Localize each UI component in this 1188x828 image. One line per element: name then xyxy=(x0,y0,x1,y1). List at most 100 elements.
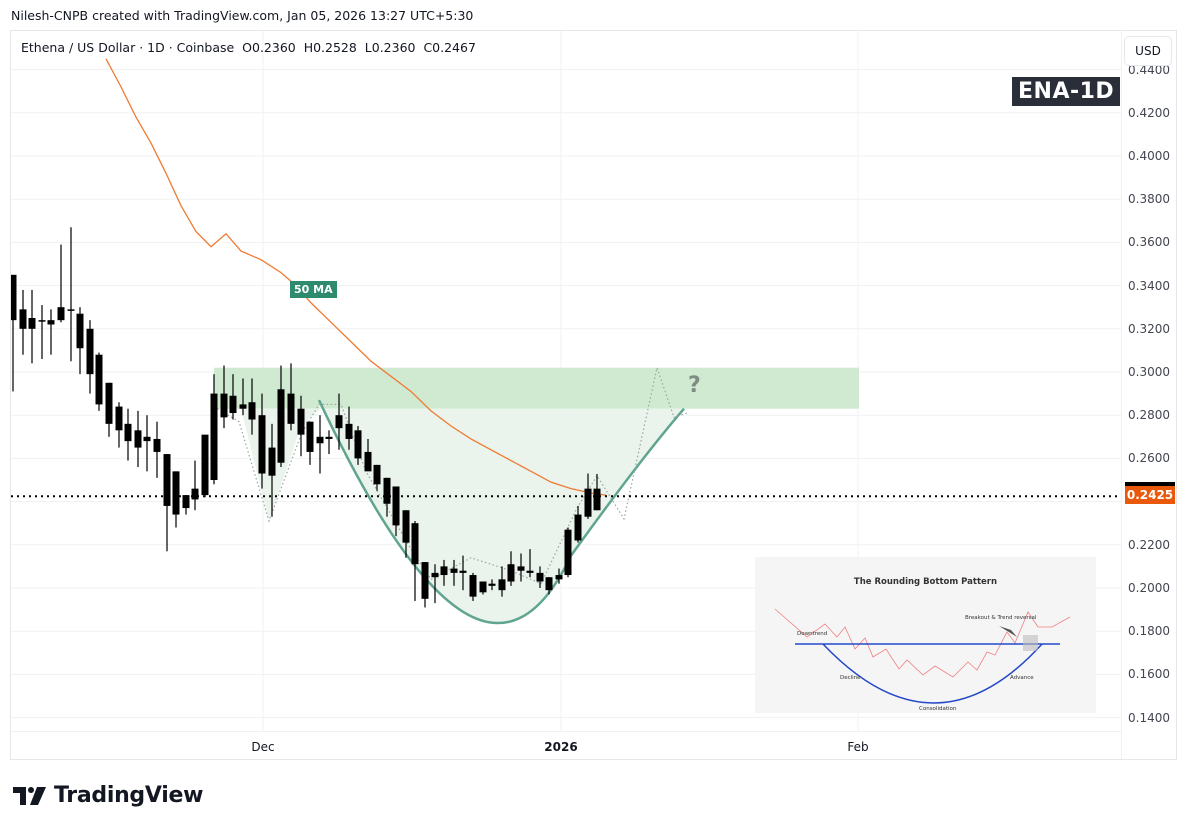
currency-button[interactable]: USD xyxy=(1124,36,1172,66)
candle-body xyxy=(95,354,103,405)
candle-body xyxy=(421,562,429,599)
inset-label-downtrend: Downtrend xyxy=(797,631,828,637)
chart-canvas xyxy=(11,31,1121,731)
candle-body xyxy=(325,436,333,439)
candle-body xyxy=(354,430,362,459)
ohlc-low: L0.2360 xyxy=(364,40,416,55)
price-axis[interactable]: 0.4400 0.4200 0.4000 0.3800 0.3600 0.3400 0.32… xyxy=(1121,31,1178,759)
candle-body xyxy=(345,423,353,439)
candle-body xyxy=(507,564,515,582)
cup-line xyxy=(317,399,685,625)
inset-label-breakout: Breakout & Trend reversal xyxy=(965,615,1037,621)
inset-title: The Rounding Bottom Pattern xyxy=(853,577,998,587)
ohlc-close: C0.2467 xyxy=(423,40,476,55)
candle-body xyxy=(124,423,132,442)
candle-body xyxy=(440,566,448,576)
candle-body xyxy=(335,415,343,429)
price-tick-label: 0.2200 xyxy=(1128,537,1170,552)
price-tick-label: 0.3000 xyxy=(1128,365,1170,379)
time-tick-label: Dec xyxy=(251,740,275,754)
candle-body xyxy=(564,529,572,576)
candle-body xyxy=(364,451,372,472)
tradingview-logo[interactable]: TradingView xyxy=(13,783,203,808)
candle-body xyxy=(115,406,123,431)
candle-body xyxy=(584,488,592,517)
candle-body xyxy=(459,570,467,573)
question-mark-annotation: ? xyxy=(688,373,701,398)
rounding-bottom-inset: The Rounding Bottom Pattern Downtrend De… xyxy=(755,557,1096,713)
candle-body xyxy=(47,320,55,325)
price-tick-label: 0.2800 xyxy=(1128,408,1170,423)
price-tick-label: 0.1600 xyxy=(1128,667,1170,682)
cup-fill xyxy=(319,400,684,624)
candle-body xyxy=(38,320,46,322)
price-tick-label: 0.1800 xyxy=(1128,624,1170,639)
price-tick-label: 0.3200 xyxy=(1128,321,1170,336)
resistance-zone xyxy=(214,367,859,409)
candle-body xyxy=(19,309,27,329)
candle-body xyxy=(220,393,228,418)
chart-container: Ethena / US Dollar · 1D · Coinbase O0.23… xyxy=(10,30,1177,760)
symbol-legend: Ethena / US Dollar · 1D · Coinbase O0.23… xyxy=(21,40,476,55)
candle-body xyxy=(287,393,295,424)
candle-body xyxy=(411,523,419,565)
candle-body xyxy=(86,328,94,375)
symbol-name: Ethena / US Dollar · 1D · Coinbase xyxy=(21,40,235,55)
candle-body xyxy=(402,510,410,543)
candle-body xyxy=(76,313,84,349)
candle-body xyxy=(593,488,601,511)
candle-body xyxy=(258,415,266,474)
candle-body xyxy=(392,486,400,526)
price-tick-label: 0.2600 xyxy=(1128,451,1170,466)
candle-body xyxy=(105,382,113,424)
candle-body xyxy=(182,495,190,509)
candle-body xyxy=(488,583,496,586)
ticker-badge: ENA-1D xyxy=(1012,77,1121,106)
candle-body xyxy=(469,575,477,597)
candle-body xyxy=(172,471,180,515)
ohlc-open: O0.2360 xyxy=(242,40,296,55)
candle-body xyxy=(277,389,285,463)
price-tick-label: 0.3600 xyxy=(1128,235,1170,250)
current-price-tag: 0.2425 xyxy=(1125,482,1175,504)
inset-diagram xyxy=(774,608,1071,704)
candle-body xyxy=(555,575,563,580)
time-axis[interactable]: Dec 2026 Feb xyxy=(11,731,1121,760)
candle-body xyxy=(517,566,525,571)
candle-body xyxy=(498,579,506,591)
candle-body xyxy=(210,393,218,480)
candle-body xyxy=(574,514,582,541)
price-tick-label: 0.4000 xyxy=(1128,149,1170,163)
candle-body xyxy=(153,438,161,452)
inset-label-advance: Advance xyxy=(1010,675,1034,681)
candle-body xyxy=(57,307,65,321)
candle-body xyxy=(239,404,247,409)
chart-credit: Nilesh-CNPB created with TradingView.com… xyxy=(11,8,474,23)
candle-body xyxy=(383,477,391,504)
time-tick-label: Feb xyxy=(847,740,869,754)
price-tick-label: 0.4200 xyxy=(1128,105,1170,120)
candle-body xyxy=(134,430,142,448)
candle-body xyxy=(316,436,324,444)
ma-label: 50 MA xyxy=(290,281,337,298)
price-tick-label: 0.4400 xyxy=(1128,62,1170,77)
candle-body xyxy=(143,436,151,442)
tradingview-logo-icon xyxy=(13,786,46,805)
candle-body xyxy=(229,395,237,414)
candle-body xyxy=(163,454,171,506)
candle-body xyxy=(201,434,209,496)
candle-body xyxy=(450,568,458,573)
candle-body xyxy=(545,577,553,591)
candle-body xyxy=(11,274,17,321)
candle-body xyxy=(526,570,534,573)
inset-label-decline: Decline xyxy=(840,675,861,681)
inset-label-consolidation: Consolidation xyxy=(919,706,957,712)
candle-body xyxy=(268,447,276,476)
brand-name: TradingView xyxy=(54,783,204,808)
candle-body xyxy=(536,572,544,582)
candle-body xyxy=(297,408,305,435)
price-pane[interactable]: Ethena / US Dollar · 1D · Coinbase O0.23… xyxy=(11,31,1121,731)
price-tick-label: 0.1400 xyxy=(1128,710,1170,725)
candle-body xyxy=(28,318,36,329)
time-tick-label: 2026 xyxy=(544,740,578,754)
